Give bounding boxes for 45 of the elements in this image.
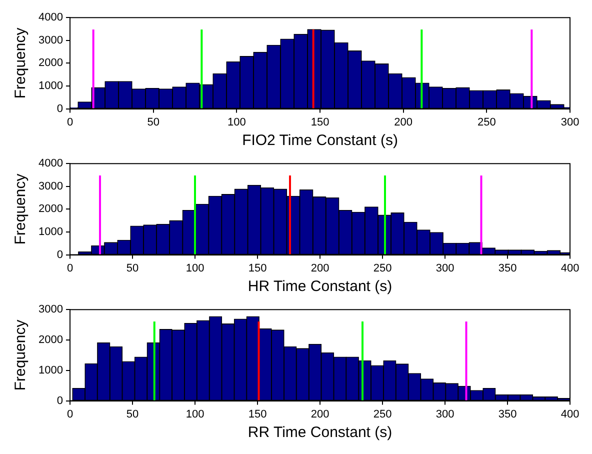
y-tick-label: 0 [56, 102, 63, 115]
x-axis-title: RR Time Constant (s) [248, 424, 392, 442]
y-tick-label: 0 [56, 248, 63, 261]
y-tick-label: 1000 [38, 226, 63, 238]
x-axis-title: HR Time Constant (s) [248, 278, 392, 296]
x-tick-label: 150 [248, 408, 267, 420]
x-tick-label: 0 [66, 262, 74, 274]
y-tick-label: 1000 [38, 80, 63, 92]
x-tick-label: 200 [310, 408, 330, 420]
x-tick-label: 250 [477, 116, 496, 128]
x-tick-label: 50 [126, 262, 139, 274]
x-tick-label: 100 [227, 116, 246, 128]
y-tick-label: 3000 [38, 304, 63, 316]
y-tick-label: 3000 [38, 180, 63, 192]
x-tick-label: 350 [498, 262, 517, 274]
x-tick-label: 200 [310, 262, 330, 274]
x-tick-label: 0 [66, 116, 74, 128]
x-tick-label: 50 [126, 408, 139, 420]
x-axis-title: FIO2 Time Constant (s) [242, 132, 398, 150]
y-tick-label: 1000 [38, 364, 63, 376]
y-tick-label: 2000 [38, 203, 63, 216]
x-tick-label: 350 [498, 408, 517, 420]
x-tick-label: 150 [310, 116, 330, 128]
x-tick-label: 0 [66, 408, 74, 420]
x-tick-label: 400 [560, 408, 580, 420]
y-tick-label: 3000 [38, 34, 63, 46]
y-axis-title: Frequency [12, 319, 30, 391]
y-tick-label: 2000 [38, 334, 63, 346]
y-tick-label: 2000 [38, 57, 63, 70]
x-tick-label: 100 [186, 262, 204, 274]
y-tick-label: 4000 [38, 158, 63, 170]
x-tick-label: 200 [394, 116, 413, 128]
y-axis-title: Frequency [12, 27, 30, 99]
y-tick-label: 0 [56, 394, 63, 407]
y-axis-title: Frequency [12, 173, 30, 245]
x-tick-label: 250 [373, 262, 392, 274]
x-tick-label: 100 [186, 408, 204, 420]
x-tick-label: 400 [560, 262, 580, 274]
x-tick-label: 150 [248, 262, 267, 274]
x-tick-label: 250 [373, 408, 392, 420]
x-tick-label: 300 [436, 262, 454, 274]
x-tick-label: 300 [560, 116, 580, 128]
x-tick-label: 50 [147, 116, 160, 128]
y-tick-label: 4000 [38, 12, 63, 24]
x-tick-label: 300 [436, 408, 454, 420]
